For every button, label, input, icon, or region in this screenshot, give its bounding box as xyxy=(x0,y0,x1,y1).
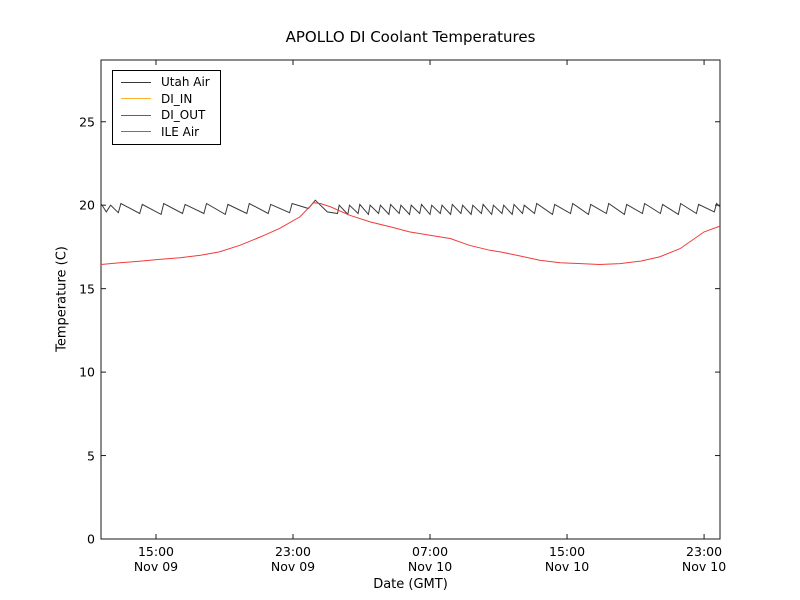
y-tick-label: 20 xyxy=(79,197,95,213)
y-tick-label: 15 xyxy=(79,281,95,297)
y-tick-label: 5 xyxy=(87,448,95,464)
legend-label: ILE Air xyxy=(161,124,200,139)
x-tick-date: Nov 10 xyxy=(681,558,727,574)
x-tick-time: 23:00 xyxy=(274,544,312,559)
legend-entry-utah-air: Utah Air xyxy=(121,74,210,91)
x-tick-label: 15:00 Nov 10 xyxy=(527,544,607,574)
x-tick-time: 15:00 xyxy=(549,544,586,559)
x-tick-date: Nov 10 xyxy=(544,558,590,574)
x-tick-time: 23:00 xyxy=(686,544,723,559)
y-tick-label: 0 xyxy=(87,531,95,547)
x-tick-time: 15:00 xyxy=(137,544,174,559)
x-tick-label: 23:00 Nov 09 xyxy=(253,544,333,574)
legend-line-swatch xyxy=(121,131,151,133)
y-tick-label: 10 xyxy=(79,364,95,380)
y-tick-label: 25 xyxy=(79,114,95,130)
legend-label: DI_OUT xyxy=(161,108,206,123)
x-tick-date: Nov 10 xyxy=(407,558,453,574)
legend: Utah Air DI_IN DI_OUT ILE Air xyxy=(112,70,221,145)
x-tick-time: 07:00 xyxy=(412,544,449,559)
x-axis-label: Date (GMT) xyxy=(373,577,448,592)
axes-frame xyxy=(100,59,721,540)
series-line-ile-air xyxy=(100,202,721,266)
x-tick-label: 07:00 Nov 10 xyxy=(390,544,470,574)
chart-title: APOLLO DI Coolant Temperatures xyxy=(285,28,536,46)
series-line-utah-air xyxy=(100,199,721,216)
x-tick-label: 15:00 Nov 09 xyxy=(116,544,196,574)
legend-label: DI_IN xyxy=(161,91,193,106)
legend-line-swatch xyxy=(121,98,151,100)
x-tick-date: Nov 09 xyxy=(270,558,316,574)
legend-entry-di-out: DI_OUT xyxy=(121,107,210,124)
y-axis-label: Temperature (C) xyxy=(54,246,70,352)
legend-entry-ile-air: ILE Air xyxy=(121,124,210,141)
legend-label: Utah Air xyxy=(161,75,210,90)
legend-line-swatch xyxy=(121,114,151,116)
legend-entry-di-in: DI_IN xyxy=(121,91,210,108)
legend-line-swatch xyxy=(121,81,151,83)
x-tick-date: Nov 09 xyxy=(133,558,179,574)
x-tick-label: 23:00 Nov 10 xyxy=(664,544,744,574)
